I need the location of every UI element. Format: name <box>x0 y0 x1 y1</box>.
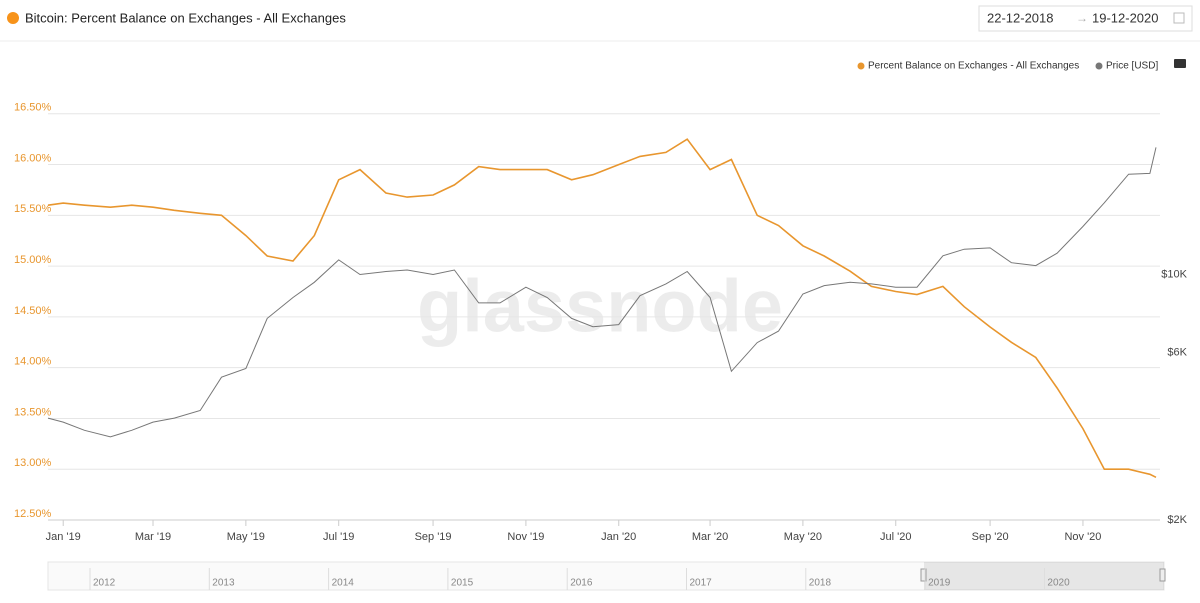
y2-tick-label: $6K <box>1167 346 1187 358</box>
x-tick-label: Jul '20 <box>880 531 911 543</box>
camera-icon[interactable] <box>1174 59 1186 68</box>
y-tick-label: 15.00% <box>14 254 52 266</box>
y-tick-label: 14.50% <box>14 305 52 317</box>
line <box>47 138 1157 479</box>
navigator-label: 2013 <box>212 578 235 589</box>
y-tick-label: 16.00% <box>14 152 52 164</box>
navigator-label: 2019 <box>928 578 951 589</box>
x-tick-label: Nov '19 <box>507 531 544 543</box>
navigator-label: 2017 <box>690 578 713 589</box>
navigator-label: 2018 <box>809 578 832 589</box>
navigator-label: 2012 <box>93 578 116 589</box>
date-from[interactable]: 22-12-2018 <box>987 10 1054 25</box>
x-tick-label: Jan '19 <box>46 531 81 543</box>
x-tick-label: May '19 <box>227 531 265 543</box>
legend-label: Price [USD] <box>1106 61 1158 72</box>
y-tick-label: 12.50% <box>14 508 52 520</box>
navigator-handle[interactable] <box>920 568 927 582</box>
watermark: glassnode <box>417 265 783 348</box>
x-tick-label: Jul '19 <box>323 531 354 543</box>
navigator-label: 2020 <box>1047 578 1070 589</box>
chart-title: Bitcoin: Percent Balance on Exchanges - … <box>25 10 346 25</box>
navigator-handle[interactable] <box>1159 568 1166 582</box>
y-tick-label: 16.50% <box>14 102 52 114</box>
y2-tick-label: $2K <box>1167 514 1187 526</box>
legend-marker <box>857 62 865 70</box>
x-tick-label: Sep '19 <box>415 531 452 543</box>
line <box>47 147 1157 438</box>
navigator-label: 2016 <box>570 578 593 589</box>
y-tick-label: 13.50% <box>14 406 52 418</box>
legend-marker <box>1095 62 1103 70</box>
navigator-label: 2015 <box>451 578 474 589</box>
x-tick-label: Jan '20 <box>601 531 636 543</box>
x-tick-label: Mar '20 <box>692 531 728 543</box>
x-tick-label: Mar '19 <box>135 531 171 543</box>
y2-tick-label: $10K <box>1161 268 1187 280</box>
y-tick-label: 15.50% <box>14 203 52 215</box>
y-tick-label: 14.00% <box>14 356 52 368</box>
date-range[interactable] <box>978 5 1193 32</box>
calendar-icon[interactable] <box>1173 12 1185 24</box>
x-tick-label: Nov '20 <box>1064 531 1101 543</box>
arrow: → <box>1076 11 1088 25</box>
legend-label: Percent Balance on Exchanges - All Excha… <box>868 61 1079 72</box>
y-tick-label: 13.00% <box>14 457 52 469</box>
bitcoin-icon <box>7 12 19 24</box>
navigator-label: 2014 <box>332 578 355 589</box>
date-to[interactable]: 19-12-2020 <box>1092 10 1159 25</box>
x-tick-label: Sep '20 <box>972 531 1009 543</box>
x-tick-label: May '20 <box>784 531 822 543</box>
